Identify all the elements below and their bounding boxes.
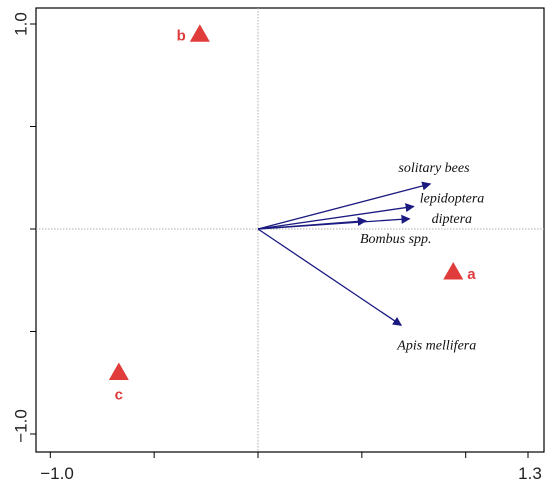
- axis-tick-labels: −1.0 1.3 1.0 −1.0: [11, 12, 541, 483]
- species-vector-arrow: [257, 181, 432, 230]
- species-vector-label: lepidoptera: [420, 191, 485, 206]
- species-vector-arrow: [257, 228, 403, 326]
- x-tick-label: −1.0: [40, 464, 74, 483]
- x-tick-label: 1.3: [518, 464, 542, 483]
- site-label: c: [115, 387, 123, 404]
- axis-ticks: [30, 23, 529, 458]
- species-vector-label: solitary bees: [398, 161, 470, 176]
- species-vector-arrow: [257, 203, 415, 230]
- site-marker: [108, 362, 129, 380]
- site-marker: [189, 24, 210, 42]
- plot-frame: [35, 7, 545, 453]
- species-vector-label: diptera: [432, 212, 472, 227]
- site-marker: [443, 262, 464, 280]
- site-label: a: [467, 266, 476, 283]
- species-vector-label: Bombus spp.: [360, 232, 432, 247]
- species-vector-arrow: [257, 216, 367, 230]
- reference-lines: [36, 8, 544, 452]
- y-tick-label: −1.0: [11, 409, 30, 443]
- site-label: b: [177, 27, 186, 44]
- site-points: a b c: [108, 24, 476, 404]
- y-tick-label: 1.0: [11, 12, 30, 36]
- species-vector-label: Apis mellifera: [396, 338, 476, 353]
